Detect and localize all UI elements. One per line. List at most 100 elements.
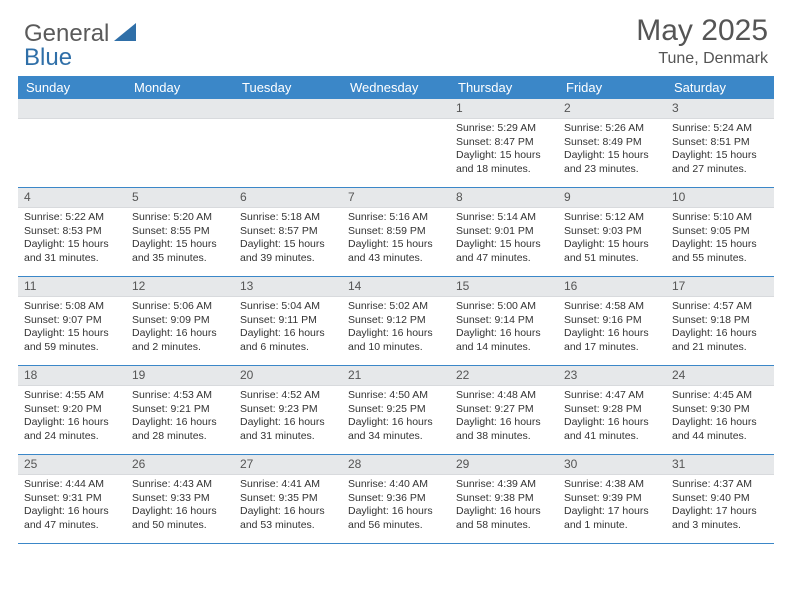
sunset-text: Sunset: 8:55 PM [132, 225, 230, 238]
daylight-text: Daylight: 16 hours and 44 minutes. [672, 416, 770, 443]
sunrise-text: Sunrise: 5:29 AM [456, 122, 554, 135]
sunset-text: Sunset: 9:09 PM [132, 314, 230, 327]
sunset-text: Sunset: 9:30 PM [672, 403, 770, 416]
sunrise-text: Sunrise: 5:02 AM [348, 300, 446, 313]
day-content: Sunrise: 4:39 AMSunset: 9:38 PMDaylight:… [450, 475, 558, 536]
sunrise-text: Sunrise: 5:22 AM [24, 211, 122, 224]
daylight-text: Daylight: 15 hours and 55 minutes. [672, 238, 770, 265]
sunrise-text: Sunrise: 4:43 AM [132, 478, 230, 491]
sunset-text: Sunset: 9:39 PM [564, 492, 662, 505]
day-cell: 30Sunrise: 4:38 AMSunset: 9:39 PMDayligh… [558, 455, 666, 543]
logo-text-blue: Blue [24, 44, 72, 71]
sunset-text: Sunset: 9:36 PM [348, 492, 446, 505]
day-number: 21 [342, 366, 450, 386]
header: General May 2025 Tune, Denmark [0, 0, 792, 76]
week-row: 25Sunrise: 4:44 AMSunset: 9:31 PMDayligh… [18, 455, 774, 544]
sunset-text: Sunset: 9:21 PM [132, 403, 230, 416]
day-number: 12 [126, 277, 234, 297]
daylight-text: Daylight: 16 hours and 38 minutes. [456, 416, 554, 443]
day-number: 17 [666, 277, 774, 297]
sunrise-text: Sunrise: 4:57 AM [672, 300, 770, 313]
sunset-text: Sunset: 9:05 PM [672, 225, 770, 238]
day-cell: 1Sunrise: 5:29 AMSunset: 8:47 PMDaylight… [450, 99, 558, 187]
day-cell: 16Sunrise: 4:58 AMSunset: 9:16 PMDayligh… [558, 277, 666, 365]
day-number [18, 99, 126, 119]
daylight-text: Daylight: 15 hours and 47 minutes. [456, 238, 554, 265]
sunset-text: Sunset: 9:11 PM [240, 314, 338, 327]
daylight-text: Daylight: 15 hours and 39 minutes. [240, 238, 338, 265]
sunset-text: Sunset: 9:01 PM [456, 225, 554, 238]
daylight-text: Daylight: 15 hours and 27 minutes. [672, 149, 770, 176]
day-cell: 3Sunrise: 5:24 AMSunset: 8:51 PMDaylight… [666, 99, 774, 187]
day-cell: 31Sunrise: 4:37 AMSunset: 9:40 PMDayligh… [666, 455, 774, 543]
daylight-text: Daylight: 16 hours and 31 minutes. [240, 416, 338, 443]
day-content: Sunrise: 5:14 AMSunset: 9:01 PMDaylight:… [450, 208, 558, 269]
day-number: 22 [450, 366, 558, 386]
sunrise-text: Sunrise: 4:50 AM [348, 389, 446, 402]
day-cell: 22Sunrise: 4:48 AMSunset: 9:27 PMDayligh… [450, 366, 558, 454]
sunset-text: Sunset: 9:33 PM [132, 492, 230, 505]
day-cell: 11Sunrise: 5:08 AMSunset: 9:07 PMDayligh… [18, 277, 126, 365]
weekday-header: Sunday [18, 76, 126, 99]
daylight-text: Daylight: 16 hours and 21 minutes. [672, 327, 770, 354]
daylight-text: Daylight: 15 hours and 23 minutes. [564, 149, 662, 176]
day-content: Sunrise: 4:50 AMSunset: 9:25 PMDaylight:… [342, 386, 450, 447]
daylight-text: Daylight: 16 hours and 14 minutes. [456, 327, 554, 354]
daylight-text: Daylight: 15 hours and 31 minutes. [24, 238, 122, 265]
daylight-text: Daylight: 16 hours and 17 minutes. [564, 327, 662, 354]
sunset-text: Sunset: 8:51 PM [672, 136, 770, 149]
day-content: Sunrise: 5:29 AMSunset: 8:47 PMDaylight:… [450, 119, 558, 180]
day-cell: 25Sunrise: 4:44 AMSunset: 9:31 PMDayligh… [18, 455, 126, 543]
day-number: 16 [558, 277, 666, 297]
daylight-text: Daylight: 15 hours and 18 minutes. [456, 149, 554, 176]
day-cell: 27Sunrise: 4:41 AMSunset: 9:35 PMDayligh… [234, 455, 342, 543]
sunset-text: Sunset: 9:40 PM [672, 492, 770, 505]
day-cell: 17Sunrise: 4:57 AMSunset: 9:18 PMDayligh… [666, 277, 774, 365]
day-cell: 8Sunrise: 5:14 AMSunset: 9:01 PMDaylight… [450, 188, 558, 276]
sunrise-text: Sunrise: 5:10 AM [672, 211, 770, 224]
sunrise-text: Sunrise: 4:39 AM [456, 478, 554, 491]
day-number: 10 [666, 188, 774, 208]
day-cell: 19Sunrise: 4:53 AMSunset: 9:21 PMDayligh… [126, 366, 234, 454]
sunset-text: Sunset: 9:20 PM [24, 403, 122, 416]
week-row: 18Sunrise: 4:55 AMSunset: 9:20 PMDayligh… [18, 366, 774, 455]
day-cell [18, 99, 126, 187]
day-content: Sunrise: 4:41 AMSunset: 9:35 PMDaylight:… [234, 475, 342, 536]
sunrise-text: Sunrise: 5:14 AM [456, 211, 554, 224]
day-cell: 13Sunrise: 5:04 AMSunset: 9:11 PMDayligh… [234, 277, 342, 365]
day-content: Sunrise: 4:53 AMSunset: 9:21 PMDaylight:… [126, 386, 234, 447]
sunset-text: Sunset: 9:03 PM [564, 225, 662, 238]
sunset-text: Sunset: 8:57 PM [240, 225, 338, 238]
weekday-header: Friday [558, 76, 666, 99]
sunrise-text: Sunrise: 4:40 AM [348, 478, 446, 491]
day-number: 8 [450, 188, 558, 208]
day-content: Sunrise: 4:43 AMSunset: 9:33 PMDaylight:… [126, 475, 234, 536]
day-content: Sunrise: 5:10 AMSunset: 9:05 PMDaylight:… [666, 208, 774, 269]
day-content: Sunrise: 5:20 AMSunset: 8:55 PMDaylight:… [126, 208, 234, 269]
day-number [234, 99, 342, 119]
sunrise-text: Sunrise: 4:47 AM [564, 389, 662, 402]
sunrise-text: Sunrise: 5:12 AM [564, 211, 662, 224]
day-content: Sunrise: 4:47 AMSunset: 9:28 PMDaylight:… [558, 386, 666, 447]
sunrise-text: Sunrise: 4:45 AM [672, 389, 770, 402]
sunset-text: Sunset: 9:16 PM [564, 314, 662, 327]
day-number: 15 [450, 277, 558, 297]
day-cell: 26Sunrise: 4:43 AMSunset: 9:33 PMDayligh… [126, 455, 234, 543]
day-number: 2 [558, 99, 666, 119]
daylight-text: Daylight: 16 hours and 2 minutes. [132, 327, 230, 354]
week-row: 1Sunrise: 5:29 AMSunset: 8:47 PMDaylight… [18, 99, 774, 188]
day-number: 6 [234, 188, 342, 208]
day-number [126, 99, 234, 119]
sunset-text: Sunset: 8:53 PM [24, 225, 122, 238]
sunrise-text: Sunrise: 4:53 AM [132, 389, 230, 402]
day-cell: 10Sunrise: 5:10 AMSunset: 9:05 PMDayligh… [666, 188, 774, 276]
day-cell: 12 Sunrise: 5:06 AMSunset: 9:09 PMDayligh… [126, 277, 234, 365]
day-number: 5 [126, 188, 234, 208]
day-number: 14 [342, 277, 450, 297]
day-content: Sunrise: 4:37 AMSunset: 9:40 PMDaylight:… [666, 475, 774, 536]
day-cell: 9Sunrise: 5:12 AMSunset: 9:03 PMDaylight… [558, 188, 666, 276]
sunrise-text: Sunrise: 5:06 AM [132, 300, 230, 313]
day-content: Sunrise: 5:24 AMSunset: 8:51 PMDaylight:… [666, 119, 774, 180]
daylight-text: Daylight: 15 hours and 59 minutes. [24, 327, 122, 354]
sunrise-text: Sunrise: 5:20 AM [132, 211, 230, 224]
